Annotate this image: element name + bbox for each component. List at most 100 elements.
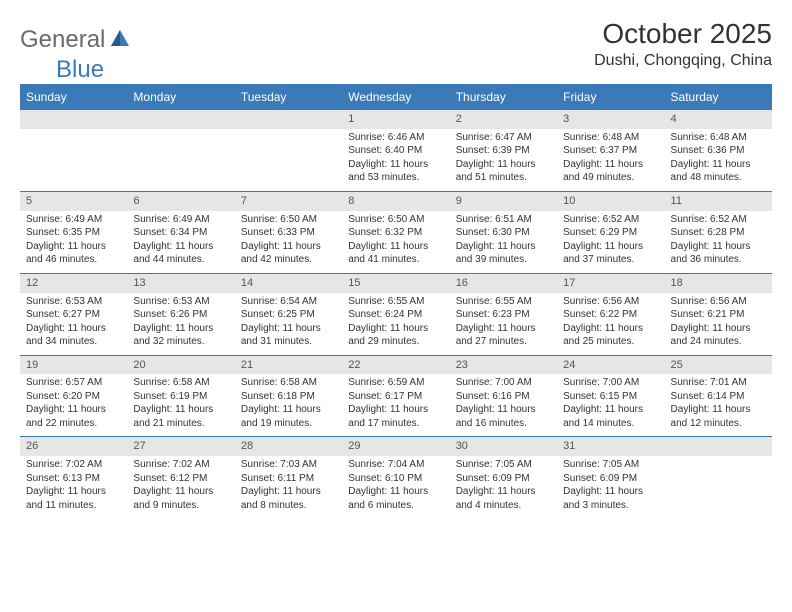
calendar-day-cell: 18Sunrise: 6:56 AMSunset: 6:21 PMDayligh… <box>665 273 772 355</box>
day-info: Sunrise: 6:58 AMSunset: 6:19 PMDaylight:… <box>127 376 234 430</box>
sunrise-line: Sunrise: 7:03 AM <box>241 458 336 472</box>
day-number: 19 <box>20 356 127 375</box>
daylight-line: Daylight: 11 hours and 36 minutes. <box>671 240 766 267</box>
sunrise-line: Sunrise: 7:02 AM <box>133 458 228 472</box>
sunset-line: Sunset: 6:40 PM <box>348 144 443 158</box>
day-number: 2 <box>450 110 557 129</box>
sunset-line: Sunset: 6:14 PM <box>671 390 766 404</box>
daylight-line: Daylight: 11 hours and 19 minutes. <box>241 403 336 430</box>
sunset-line: Sunset: 6:35 PM <box>26 226 121 240</box>
calendar-day-cell: 7Sunrise: 6:50 AMSunset: 6:33 PMDaylight… <box>235 191 342 273</box>
daylight-line: Daylight: 11 hours and 6 minutes. <box>348 485 443 512</box>
calendar-day-cell: 16Sunrise: 6:55 AMSunset: 6:23 PMDayligh… <box>450 273 557 355</box>
calendar-day-cell: 9Sunrise: 6:51 AMSunset: 6:30 PMDaylight… <box>450 191 557 273</box>
day-number-empty <box>127 110 234 129</box>
calendar-day-cell: 13Sunrise: 6:53 AMSunset: 6:26 PMDayligh… <box>127 273 234 355</box>
daylight-line: Daylight: 11 hours and 49 minutes. <box>563 158 658 185</box>
day-number: 27 <box>127 437 234 456</box>
day-info: Sunrise: 6:47 AMSunset: 6:39 PMDaylight:… <box>450 131 557 185</box>
daylight-line: Daylight: 11 hours and 11 minutes. <box>26 485 121 512</box>
calendar-day-cell: 31 Sunrise: 7:05 AMSunset: 6:09 PMDayligh… <box>557 437 664 518</box>
day-number: 5 <box>20 192 127 211</box>
day-number: 10 <box>557 192 664 211</box>
sunset-line: Sunset: 6:25 PM <box>241 308 336 322</box>
day-number-empty <box>235 110 342 129</box>
sunrise-line: Sunrise: 7:00 AM <box>563 376 658 390</box>
sunrise-line: Sunrise: 7:05 AM <box>563 458 658 472</box>
calendar-body: 1Sunrise: 6:46 AMSunset: 6:40 PMDaylight… <box>20 110 772 519</box>
day-number: 3 <box>557 110 664 129</box>
day-number: 22 <box>342 356 449 375</box>
day-info: Sunrise: 6:49 AMSunset: 6:35 PMDaylight:… <box>20 213 127 267</box>
calendar-day-cell: 11Sunrise: 6:52 AMSunset: 6:28 PMDayligh… <box>665 191 772 273</box>
calendar-day-cell: 4Sunrise: 6:48 AMSunset: 6:36 PMDaylight… <box>665 110 772 192</box>
daylight-line: Daylight: 11 hours and 14 minutes. <box>563 403 658 430</box>
calendar-day-cell: 23Sunrise: 7:00 AMSunset: 6:16 PMDayligh… <box>450 355 557 437</box>
daylight-line: Daylight: 11 hours and 27 minutes. <box>456 322 551 349</box>
daylight-line: Daylight: 11 hours and 37 minutes. <box>563 240 658 267</box>
sunset-line: Sunset: 6:29 PM <box>563 226 658 240</box>
calendar-day-cell: 1Sunrise: 6:46 AMSunset: 6:40 PMDaylight… <box>342 110 449 192</box>
calendar-day-cell: 10 Sunrise: 6:52 AMSunset: 6:29 PMDayligh… <box>557 191 664 273</box>
day-number-empty <box>665 437 772 456</box>
day-info: Sunrise: 7:05 AMSunset: 6:09 PMDaylight:… <box>450 458 557 512</box>
sunrise-line: Sunrise: 6:58 AM <box>241 376 336 390</box>
sunset-line: Sunset: 6:22 PM <box>563 308 658 322</box>
sunrise-line: Sunrise: 6:49 AM <box>133 213 228 227</box>
day-info: Sunrise: 6:59 AMSunset: 6:17 PMDaylight:… <box>342 376 449 430</box>
day-number: 4 <box>665 110 772 129</box>
sunset-line: Sunset: 6:09 PM <box>563 472 658 486</box>
day-info: Sunrise: 6:50 AMSunset: 6:32 PMDaylight:… <box>342 213 449 267</box>
daylight-line: Daylight: 11 hours and 4 minutes. <box>456 485 551 512</box>
daylight-line: Daylight: 11 hours and 25 minutes. <box>563 322 658 349</box>
sunset-line: Sunset: 6:19 PM <box>133 390 228 404</box>
day-info: Sunrise: 6:54 AMSunset: 6:25 PMDaylight:… <box>235 295 342 349</box>
location-label: Dushi, Chongqing, China <box>594 52 772 70</box>
calendar-day-cell: 22Sunrise: 6:59 AMSunset: 6:17 PMDayligh… <box>342 355 449 437</box>
day-number: 9 <box>450 192 557 211</box>
day-info: Sunrise: 6:52 AMSunset: 6:29 PMDaylight:… <box>557 213 664 267</box>
sunset-line: Sunset: 6:16 PM <box>456 390 551 404</box>
day-info: Sunrise: 6:53 AMSunset: 6:27 PMDaylight:… <box>20 295 127 349</box>
calendar-day-cell <box>665 437 772 518</box>
day-number: 6 <box>127 192 234 211</box>
sunrise-line: Sunrise: 6:48 AM <box>563 131 658 145</box>
day-info: Sunrise: 7:02 AMSunset: 6:13 PMDaylight:… <box>20 458 127 512</box>
calendar-day-cell <box>235 110 342 192</box>
day-info: Sunrise: 6:57 AMSunset: 6:20 PMDaylight:… <box>20 376 127 430</box>
daylight-line: Daylight: 11 hours and 12 minutes. <box>671 403 766 430</box>
daylight-line: Daylight: 11 hours and 39 minutes. <box>456 240 551 267</box>
sunset-line: Sunset: 6:13 PM <box>26 472 121 486</box>
daylight-line: Daylight: 11 hours and 42 minutes. <box>241 240 336 267</box>
sunset-line: Sunset: 6:18 PM <box>241 390 336 404</box>
calendar-day-cell: 21Sunrise: 6:58 AMSunset: 6:18 PMDayligh… <box>235 355 342 437</box>
day-info: Sunrise: 7:04 AMSunset: 6:10 PMDaylight:… <box>342 458 449 512</box>
day-number: 14 <box>235 274 342 293</box>
calendar-day-cell: 17Sunrise: 6:56 AMSunset: 6:22 PMDayligh… <box>557 273 664 355</box>
calendar-week-row: 5Sunrise: 6:49 AMSunset: 6:35 PMDaylight… <box>20 191 772 273</box>
sunrise-line: Sunrise: 6:55 AM <box>456 295 551 309</box>
daylight-line: Daylight: 11 hours and 22 minutes. <box>26 403 121 430</box>
day-number: 20 <box>127 356 234 375</box>
daylight-line: Daylight: 11 hours and 3 minutes. <box>563 485 658 512</box>
weekday-header: Monday <box>127 85 234 110</box>
sunrise-line: Sunrise: 7:04 AM <box>348 458 443 472</box>
day-number: 13 <box>127 274 234 293</box>
day-info: Sunrise: 6:46 AMSunset: 6:40 PMDaylight:… <box>342 131 449 185</box>
day-number: 26 <box>20 437 127 456</box>
sunrise-line: Sunrise: 6:54 AM <box>241 295 336 309</box>
sunrise-line: Sunrise: 6:59 AM <box>348 376 443 390</box>
day-number: 24 <box>557 356 664 375</box>
sunrise-line: Sunrise: 6:56 AM <box>563 295 658 309</box>
day-info: Sunrise: 6:58 AMSunset: 6:18 PMDaylight:… <box>235 376 342 430</box>
day-number: 31 <box>557 437 664 456</box>
calendar-day-cell: 24Sunrise: 7:00 AMSunset: 6:15 PMDayligh… <box>557 355 664 437</box>
sunrise-line: Sunrise: 6:46 AM <box>348 131 443 145</box>
day-info: Sunrise: 7:02 AMSunset: 6:12 PMDaylight:… <box>127 458 234 512</box>
day-info: Sunrise: 7:03 AMSunset: 6:11 PMDaylight:… <box>235 458 342 512</box>
sunset-line: Sunset: 6:15 PM <box>563 390 658 404</box>
calendar-day-cell: 8Sunrise: 6:50 AMSunset: 6:32 PMDaylight… <box>342 191 449 273</box>
calendar-day-cell: 12Sunrise: 6:53 AMSunset: 6:27 PMDayligh… <box>20 273 127 355</box>
calendar-day-cell: 3Sunrise: 6:48 AMSunset: 6:37 PMDaylight… <box>557 110 664 192</box>
sunset-line: Sunset: 6:10 PM <box>348 472 443 486</box>
